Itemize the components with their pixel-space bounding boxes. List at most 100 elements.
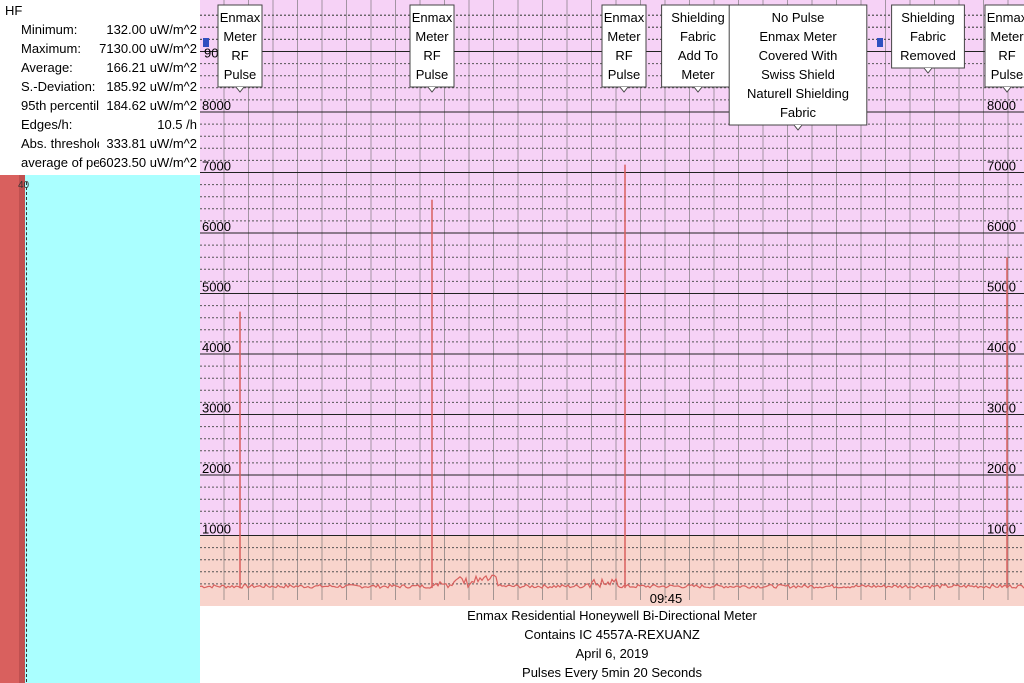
annotation-text: Enmax	[987, 10, 1024, 25]
cursor-marker: 40	[18, 180, 30, 191]
y-tick-label: 1000	[987, 522, 1016, 537]
chart-caption: Enmax Residential Honeywell Bi-Direction…	[200, 606, 1024, 682]
annotation-text: Pulse	[224, 67, 257, 82]
overview-panel[interactable]	[25, 175, 200, 683]
annotation-callout[interactable]: Shielding Fabric Removed	[891, 4, 965, 74]
cursor-line[interactable]	[26, 182, 27, 682]
stat-row-deviation: S.-Deviation: 185.92 uW/m^2	[21, 79, 197, 97]
stat-row-average: Average: 166.21 uW/m^2	[21, 60, 197, 78]
annotation-text: Meter	[607, 29, 641, 44]
y-tick-label: 6000	[987, 219, 1016, 234]
annotation-text: Shielding	[671, 10, 725, 25]
y-tick-label: 2000	[202, 461, 231, 476]
stat-label: Maximum:	[21, 41, 81, 56]
annotation-text: Removed	[900, 48, 956, 63]
y-tick-label: 5000	[987, 280, 1016, 295]
y-tick-label: 3000	[987, 401, 1016, 416]
y-tick-label: 6000	[202, 219, 231, 234]
stat-value: 166.21 uW/m^2	[106, 60, 197, 75]
annotation-text: Enmax	[220, 10, 261, 25]
caption-line: Pulses Every 5min 20 Seconds	[522, 665, 702, 680]
plot-background	[200, 0, 1024, 600]
y-tick-label: 1000	[202, 522, 231, 537]
annotation-box	[217, 4, 263, 88]
left-red-strip	[0, 18, 19, 683]
stat-row-maximum: Maximum: 7130.00 uW/m^2	[21, 41, 197, 59]
y-tick-label: 7000	[987, 159, 1016, 174]
annotation-box	[984, 4, 1024, 88]
stat-row-threshold: Abs. threshold: 333.81 uW/m^2	[21, 136, 197, 154]
x-tick-label: 09:45	[650, 591, 683, 606]
annotation-pointer	[235, 86, 245, 93]
stat-row-minimum: Minimum: 132.00 uW/m^2	[21, 22, 197, 40]
annotation-callout[interactable]: No Pulse Enmax Meter Covered With Swiss Shi…	[728, 4, 868, 131]
stat-label: average of peaks:	[21, 155, 99, 170]
y-tick-label: 4000	[202, 340, 231, 355]
annotation-text: RF	[423, 48, 440, 63]
stat-value: 132.00 uW/m^2	[106, 22, 197, 37]
plot-footer-band	[200, 600, 1024, 606]
stat-value: 7130.00 uW/m^2	[99, 41, 197, 56]
event-marker	[877, 38, 883, 47]
stat-row-edges: Edges/h: 10.5 /h	[21, 117, 197, 135]
annotation-text: Pulse	[416, 67, 449, 82]
annotation-text: Fabric	[680, 29, 717, 44]
signal-baseline	[200, 574, 1024, 590]
annotation-pointer	[793, 124, 803, 131]
annotation-pointer	[619, 86, 629, 93]
threshold-band	[200, 535, 1024, 600]
annotation-box	[601, 4, 647, 88]
annotation-text: Pulse	[991, 67, 1024, 82]
annotation-callout[interactable]: Enmax Meter RF Pulse	[601, 4, 647, 93]
y-tick-label: 5000	[202, 280, 231, 295]
y-tick-label: 3000	[202, 401, 231, 416]
annotation-callout[interactable]: Enmax Meter RF Pulse	[217, 4, 263, 93]
annotation-callout[interactable]: Enmax Meter RF Pulse	[984, 4, 1024, 93]
annotation-text: Meter	[415, 29, 449, 44]
annotation-text: Meter	[681, 67, 715, 82]
annotation-pointer	[693, 86, 703, 93]
annotation-text: Add To	[678, 48, 718, 63]
caption-line: April 6, 2019	[575, 646, 649, 661]
left-red-strip-inner	[19, 175, 25, 683]
y-tick-label: 7000	[202, 159, 231, 174]
annotation-text: Swiss Shield	[761, 67, 835, 82]
annotation-text: Covered With	[759, 48, 838, 63]
annotation-text: Shielding	[901, 10, 955, 25]
chart-plot[interactable]: 1000 1000 2000 2000 3000 3000 4000 4000 5000 5000…	[200, 0, 1024, 606]
annotation-pointer	[1002, 86, 1012, 93]
annotation-text: Pulse	[608, 67, 641, 82]
stat-value: 184.62 uW/m^2	[106, 98, 197, 113]
annotation-text: Enmax	[412, 10, 453, 25]
stat-value: 6023.50 uW/m^2	[99, 155, 197, 170]
stat-label: Minimum:	[21, 22, 78, 37]
event-marker	[203, 38, 209, 47]
annotation-text: No Pulse	[772, 10, 825, 25]
annotation-text: Meter	[990, 29, 1024, 44]
stat-value: 333.81 uW/m^2	[106, 136, 197, 151]
annotation-callout[interactable]: Enmax Meter RF Pulse	[409, 4, 455, 93]
y-tick-label: 90	[204, 46, 218, 61]
annotation-text: Fabric	[910, 29, 947, 44]
channel-label: HF	[5, 3, 23, 18]
y-tick-label: 8000	[987, 98, 1016, 113]
stat-label: 95th percentile:	[21, 98, 99, 113]
annotation-callout[interactable]: Shielding Fabric Add To Meter	[661, 4, 735, 93]
stat-label: Edges/h:	[21, 117, 73, 132]
stat-label: Abs. threshold:	[21, 136, 99, 151]
annotation-text: Meter	[223, 29, 257, 44]
annotation-text: RF	[615, 48, 632, 63]
caption-line: Enmax Residential Honeywell Bi-Direction…	[467, 608, 757, 623]
y-tick-label: 4000	[987, 340, 1016, 355]
annotation-box	[728, 4, 868, 126]
y-tick-label: 2000	[987, 461, 1016, 476]
annotation-text: RF	[998, 48, 1015, 63]
caption-line: Contains IC 4557A-REXUANZ	[524, 627, 700, 642]
annotation-text: RF	[231, 48, 248, 63]
annotation-text: Enmax Meter	[759, 29, 837, 44]
statistics-panel: HF Minimum: 132.00 uW/m^2 Maximum: 7130.…	[0, 0, 200, 175]
stat-value: 10.5 /h	[157, 117, 197, 132]
stat-row-percentile: 95th percentile: 184.62 uW/m^2	[21, 98, 197, 116]
stat-label: Average:	[21, 60, 73, 75]
annotation-box	[409, 4, 455, 88]
